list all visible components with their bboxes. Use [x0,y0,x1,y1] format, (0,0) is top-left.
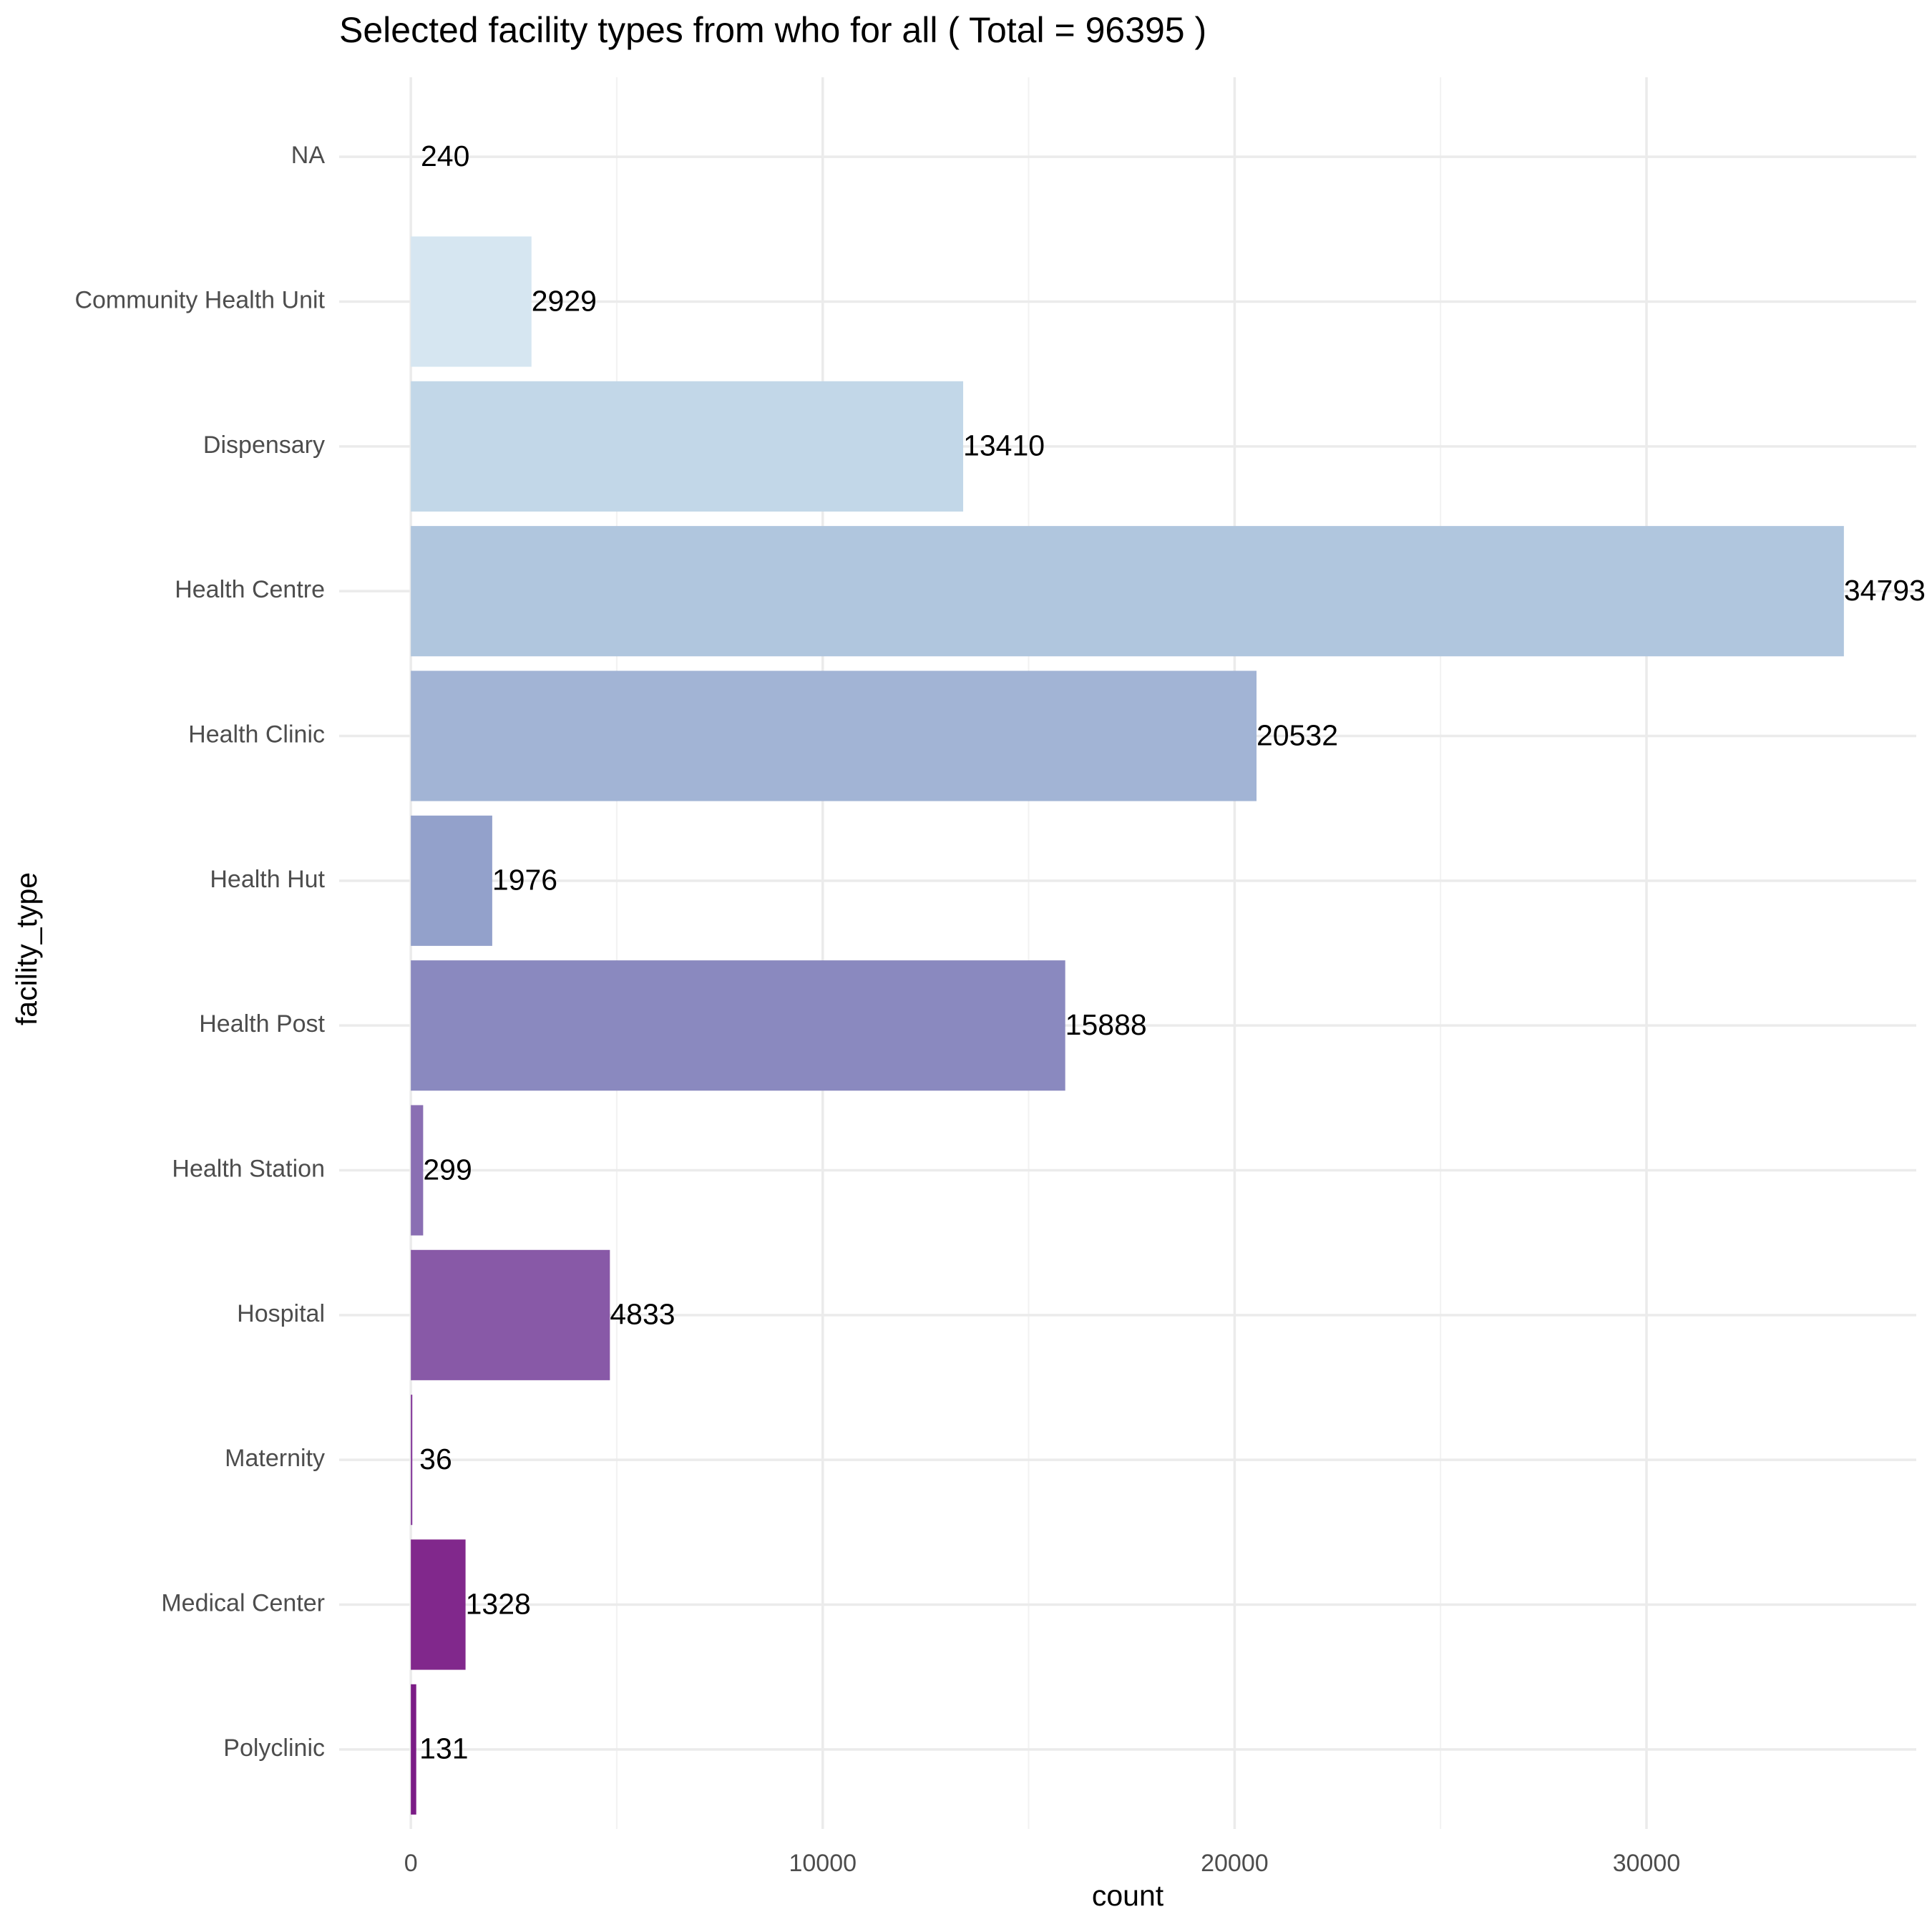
bar [411,381,964,512]
y-tick-label: NA [291,142,326,169]
x-tick-label: 10000 [789,1850,857,1877]
value-label: 20532 [1257,718,1338,751]
bar [411,1539,466,1670]
value-label: 36 [419,1443,452,1475]
x-tick-label: 0 [404,1850,418,1877]
x-tick-label: 30000 [1613,1850,1681,1877]
y-tick-label: Medical Center [161,1589,325,1616]
bar [411,1249,610,1380]
y-tick-label: Maternity [225,1445,325,1472]
bar [411,236,532,367]
chart-title: Selected facility types from who for all… [339,10,1206,50]
bar [411,670,1257,801]
bar [411,1105,424,1236]
value-label: 131 [419,1732,468,1765]
value-label: 2929 [532,284,597,317]
bar [411,1684,416,1815]
y-tick-label: Polyclinic [223,1735,325,1762]
y-tick-label: Health Station [172,1155,325,1182]
value-label: 34793 [1844,574,1926,607]
bar [411,815,492,946]
bar [411,526,1844,657]
y-axis-title: facility_type [10,872,43,1025]
value-label: 4833 [610,1298,675,1331]
value-label: 15888 [1065,1008,1147,1041]
value-label: 299 [423,1153,472,1186]
y-tick-label: Community Health Unit [74,286,325,313]
value-label: 240 [421,140,469,172]
y-tick-label: Health Hut [210,866,325,893]
value-label: 13410 [963,429,1045,462]
y-tick-label: Hospital [237,1300,325,1327]
value-label: 1976 [492,864,557,897]
bar [411,960,1065,1091]
x-tick-label: 20000 [1201,1850,1269,1877]
bar [411,1395,413,1526]
x-axis-title: count [1092,1879,1164,1912]
y-tick-label: Health Centre [175,576,325,603]
y-tick-label: Dispensary [203,431,325,459]
value-label: 1328 [466,1587,531,1620]
y-tick-label: Health Post [199,1010,325,1038]
y-tick-label: Health Clinic [188,721,325,748]
